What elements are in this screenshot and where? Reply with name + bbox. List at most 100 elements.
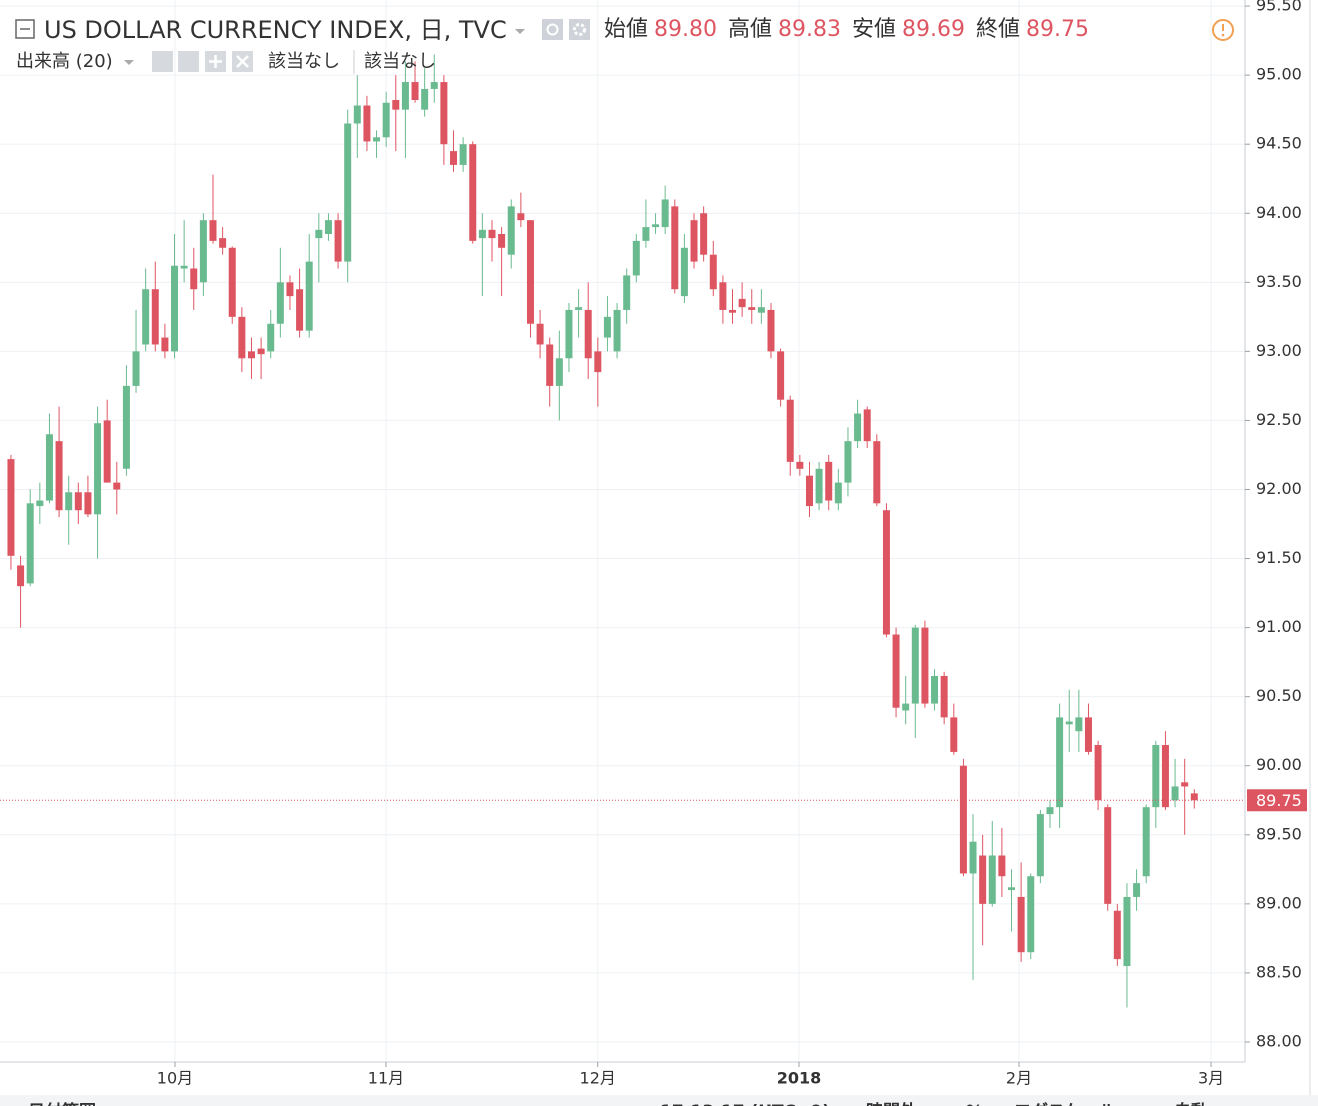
volume-settings-icon[interactable]	[178, 51, 199, 72]
settings-icon[interactable]	[569, 19, 590, 40]
candle-body	[632, 240, 640, 276]
candle-body	[902, 703, 910, 711]
candle-body	[777, 351, 785, 400]
candle-body	[180, 265, 188, 269]
candle-body	[555, 358, 563, 386]
ohlc-name: 終値	[976, 17, 1020, 42]
y-tick-label: 92.00	[1256, 479, 1302, 498]
candle-body	[324, 220, 332, 234]
candle-body	[1171, 786, 1179, 801]
candle-body	[276, 282, 284, 324]
candle-body	[7, 459, 15, 556]
candle-body	[199, 220, 207, 283]
y-tick-label: 91.00	[1256, 617, 1302, 636]
candle-body	[1027, 876, 1035, 953]
ohlc-name: 安値	[852, 17, 896, 42]
volume-caret[interactable]	[124, 60, 134, 65]
candle-body	[1104, 807, 1112, 904]
candle-body	[55, 441, 63, 511]
candle-body	[315, 229, 323, 239]
alert-icon[interactable]	[1212, 19, 1234, 41]
toolbar-item[interactable]: ログスケール	[1014, 1101, 1116, 1106]
candle-body	[863, 409, 871, 442]
candle-body	[1056, 717, 1064, 808]
candle-body	[757, 307, 765, 313]
candle-body	[700, 213, 708, 255]
candle-body	[652, 224, 660, 228]
candle-body	[613, 309, 621, 352]
toolbar-item[interactable]: 17:13:17 (UTC+9)	[660, 1102, 830, 1106]
candle-body	[690, 220, 698, 262]
volume-value: 該当なし	[268, 51, 340, 72]
candle-body	[257, 348, 265, 355]
axes: 88.00 88.50 89.00 89.50 90.00 90.50 91.00 91.50…	[0, 0, 1307, 1088]
alert-icon-dot	[1221, 33, 1225, 37]
eye-icon[interactable]	[542, 19, 563, 40]
toolbar-item[interactable]: 日付範囲	[28, 1101, 96, 1106]
candle-body	[1046, 807, 1054, 815]
candle-body	[536, 323, 544, 345]
candle-body	[392, 99, 400, 110]
candle-body	[1161, 745, 1169, 808]
volume-value: 該当なし	[364, 51, 436, 72]
candle-body	[1123, 896, 1131, 967]
y-tick-label: 90.00	[1256, 755, 1302, 774]
volume-eye-icon[interactable]	[152, 51, 173, 72]
candle-body	[247, 351, 255, 359]
candle-body	[84, 492, 92, 515]
candle-body	[767, 309, 775, 352]
bottom-toolbar	[0, 1095, 1318, 1106]
candle-body	[1133, 883, 1141, 897]
candle-body	[161, 337, 169, 352]
candle-body	[661, 199, 669, 228]
candle-body	[286, 282, 294, 297]
candle-body	[873, 441, 881, 504]
candle-body	[373, 137, 381, 142]
y-tick-label: 93.00	[1256, 341, 1302, 360]
candle-body	[94, 423, 102, 515]
candle-body	[363, 105, 371, 142]
candle-body	[1017, 896, 1025, 953]
candle-body	[517, 213, 525, 221]
y-tick-label: 95.50	[1256, 0, 1302, 15]
candle-body	[921, 627, 929, 704]
candle-body	[748, 307, 756, 310]
candle-body	[132, 351, 140, 386]
candle-body	[1094, 745, 1102, 801]
grid	[0, 0, 1245, 1062]
ohlc-legend: 始値 89.80 高値 89.83 安値 89.69 終値 89.75	[604, 17, 1089, 42]
toolbar-item[interactable]: 時間外	[866, 1101, 917, 1106]
candle-body	[209, 220, 217, 241]
candle-body	[421, 88, 429, 110]
y-tick-label: 88.00	[1256, 1031, 1302, 1050]
candle-body	[1142, 807, 1150, 877]
candle-body	[584, 309, 592, 359]
volume-label: 出来高 (20)	[16, 51, 113, 72]
candle-body	[603, 316, 611, 338]
collapse-icon[interactable]	[15, 19, 35, 39]
candle-body	[1113, 910, 1121, 960]
candle-body	[1152, 745, 1160, 808]
y-tick-label: 89.50	[1256, 824, 1302, 843]
toolbar-item[interactable]: %	[966, 1102, 983, 1106]
ohlc-value: 89.75	[1026, 17, 1089, 42]
candle-body	[796, 461, 804, 469]
candle-body	[26, 503, 34, 584]
y-tick-label: 94.50	[1256, 134, 1302, 153]
candle-body	[507, 206, 515, 255]
candle-body	[892, 634, 900, 708]
title-caret[interactable]	[515, 29, 525, 34]
x-tick-label: 3月	[1198, 1069, 1224, 1088]
candle-body	[267, 323, 275, 352]
candle-body	[353, 105, 361, 124]
ohlc-value: 89.69	[902, 17, 965, 42]
x-tick-label: 2月	[1006, 1069, 1032, 1088]
candle-body	[546, 344, 554, 386]
settings-icon-glyph	[573, 23, 586, 36]
candle-body	[171, 265, 179, 352]
candle-body	[931, 675, 939, 704]
candle-body	[834, 482, 842, 504]
toolbar-item[interactable]: 自動	[1174, 1101, 1208, 1106]
